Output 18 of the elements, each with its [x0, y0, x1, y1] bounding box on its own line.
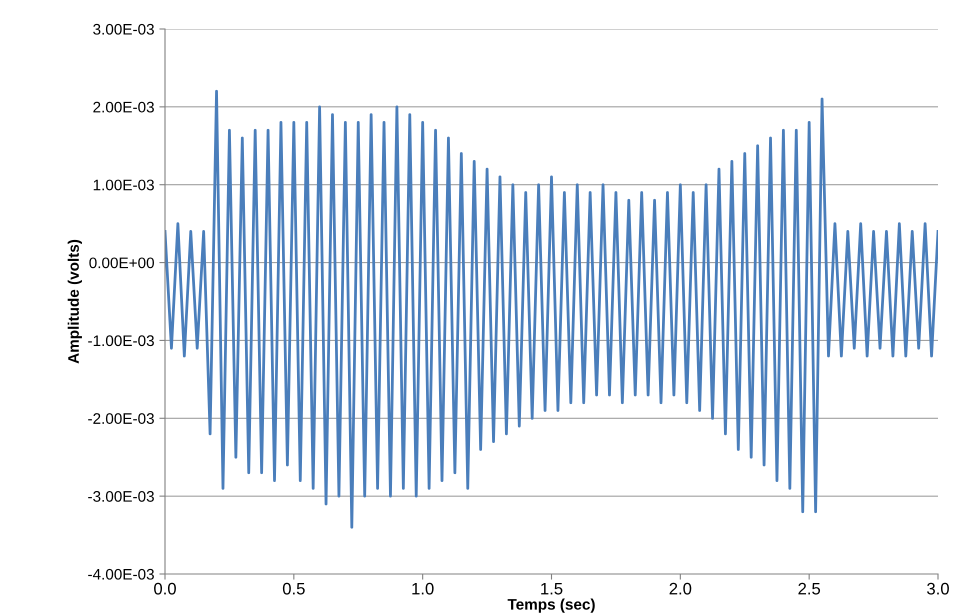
x-tick-label: 0.0: [154, 582, 176, 595]
line-series: [165, 90, 938, 529]
y-tick-label: 3.00E-03: [93, 24, 154, 35]
y-axis-title: Amplitude (volts): [68, 240, 82, 364]
y-tick-label: -2.00E-03: [88, 413, 154, 424]
y-tick-label: 0.00E+00: [89, 257, 154, 268]
y-tick-label: -4.00E-03: [88, 568, 154, 580]
y-tick-label: 2.00E-03: [93, 102, 154, 113]
x-tick-label: 1.5: [541, 582, 562, 595]
x-tick-label: 2.5: [798, 582, 820, 595]
x-axis-title: Temps (sec): [508, 598, 595, 613]
y-tick-label: -1.00E-03: [88, 335, 154, 346]
x-tick-label: 3.0: [927, 582, 949, 595]
x-tick-label: 0.5: [282, 582, 305, 595]
y-tick-label: -3.00E-03: [88, 491, 154, 502]
y-tick-label: 1.00E-03: [94, 180, 154, 190]
x-tick-label: 1.0: [412, 582, 434, 595]
x-tick-label: 2.0: [670, 582, 692, 595]
